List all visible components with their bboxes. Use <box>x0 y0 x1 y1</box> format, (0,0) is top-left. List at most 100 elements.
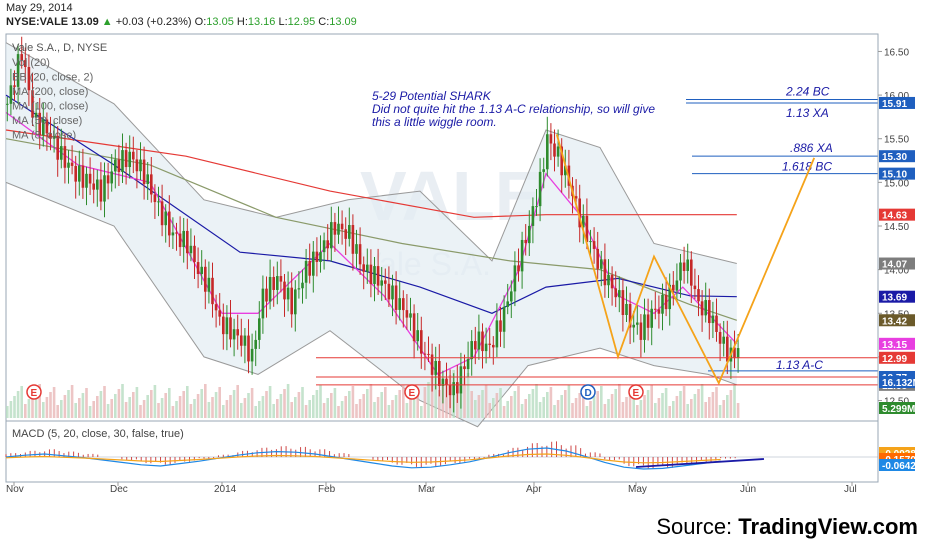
candle-body <box>700 301 704 316</box>
candle-body <box>499 320 502 332</box>
volume-bar <box>520 404 524 418</box>
time-tick-label: Jun <box>740 484 756 495</box>
volume-bar <box>682 386 686 418</box>
volume-bar <box>286 384 290 418</box>
candle-body <box>142 159 146 184</box>
candle-body <box>528 225 531 244</box>
candle-body <box>308 260 311 276</box>
candle-body <box>636 322 639 325</box>
event-marker[interactable] <box>628 384 644 400</box>
candle-body <box>463 366 466 370</box>
volume-bar <box>348 391 351 418</box>
volume-bar <box>715 387 718 418</box>
candle-body <box>661 294 664 314</box>
candle-body <box>405 310 409 318</box>
candle-body <box>164 211 167 226</box>
candle-body <box>502 306 506 332</box>
candle-body <box>369 264 373 285</box>
candle-body <box>456 382 459 394</box>
candle-body <box>675 280 679 291</box>
volume-bar <box>546 392 549 418</box>
candle-body <box>193 245 196 263</box>
candle-body <box>319 252 322 262</box>
candle-body <box>679 262 682 281</box>
macd-badge-text: -0.0642 <box>882 461 916 472</box>
volume-bar <box>178 396 182 418</box>
volume-badge-text: 16.132M <box>882 378 921 389</box>
event-marker[interactable] <box>26 384 42 400</box>
candle-body <box>128 151 131 168</box>
volume-bar <box>110 399 113 418</box>
volume-bar <box>258 401 261 418</box>
candle-body <box>423 353 427 355</box>
candle-body <box>672 284 675 291</box>
price-tick-label: 14.00 <box>884 266 909 277</box>
macd-signal-line <box>5 453 721 464</box>
volume-bar <box>729 390 733 418</box>
high-value: 13.16 <box>247 16 276 28</box>
volume-bar <box>319 385 322 418</box>
candle-body <box>589 241 592 243</box>
bollinger-upper <box>5 42 737 264</box>
volume-bar <box>243 398 247 418</box>
up-arrow-icon: ▲ <box>101 16 113 28</box>
candle-body <box>362 264 365 272</box>
candle-body <box>495 320 499 348</box>
candle-body <box>344 229 347 239</box>
candle-body <box>337 223 340 235</box>
candle-body <box>708 300 711 324</box>
volume-bar <box>700 384 704 418</box>
candle-body <box>520 239 524 272</box>
volume-bar <box>373 402 376 418</box>
candle-body <box>556 146 560 157</box>
volume-bar <box>344 396 347 418</box>
volume-bar <box>675 396 679 418</box>
candle-body <box>171 232 175 236</box>
candle-body <box>380 280 383 286</box>
volume-bar <box>114 394 117 418</box>
event-marker-label: E <box>633 388 640 399</box>
candle-body <box>592 241 596 249</box>
volume-bar <box>567 385 571 418</box>
volume-bar <box>49 392 52 418</box>
candle-body <box>733 347 736 359</box>
candle-body <box>168 211 171 236</box>
volume-bar <box>240 403 243 418</box>
volume-bar <box>78 398 81 418</box>
candle-body <box>301 282 304 289</box>
volume-bar <box>445 380 448 418</box>
volume-bar <box>412 393 416 418</box>
volume-bar <box>582 388 585 418</box>
volume-bar <box>96 396 99 418</box>
volume-bar <box>693 394 697 418</box>
candle-body <box>722 336 725 344</box>
volume-bar <box>168 388 171 418</box>
candle-body <box>31 90 34 118</box>
candle-body <box>218 310 221 317</box>
price-badge-text: 15.10 <box>882 170 907 181</box>
volume-bar <box>27 399 31 418</box>
candle-body <box>445 378 448 385</box>
candle-body <box>366 264 369 272</box>
candle-body <box>139 159 142 172</box>
candle-body <box>394 285 398 310</box>
event-marker[interactable] <box>404 384 420 400</box>
ma200-line <box>5 129 737 218</box>
volume-bar <box>117 389 121 418</box>
price-badge <box>879 96 915 109</box>
candle-body <box>549 134 553 144</box>
volume-bar <box>488 403 491 418</box>
volume-bar <box>250 388 254 418</box>
volume-bar <box>355 404 358 418</box>
candle-body <box>250 348 254 362</box>
volume-bar <box>625 397 628 418</box>
volume-bar <box>9 401 13 418</box>
volume-bar <box>466 373 470 418</box>
volume-bar <box>585 406 589 418</box>
candle-body <box>416 330 419 342</box>
event-marker[interactable] <box>580 384 596 400</box>
volume-bar <box>726 395 729 418</box>
candle-body <box>207 277 211 292</box>
chart-canvas[interactable]: VALEVale S.A. 2.24 BC1.13 XA.886 XA1.618… <box>0 30 932 550</box>
candle-body <box>49 133 52 139</box>
